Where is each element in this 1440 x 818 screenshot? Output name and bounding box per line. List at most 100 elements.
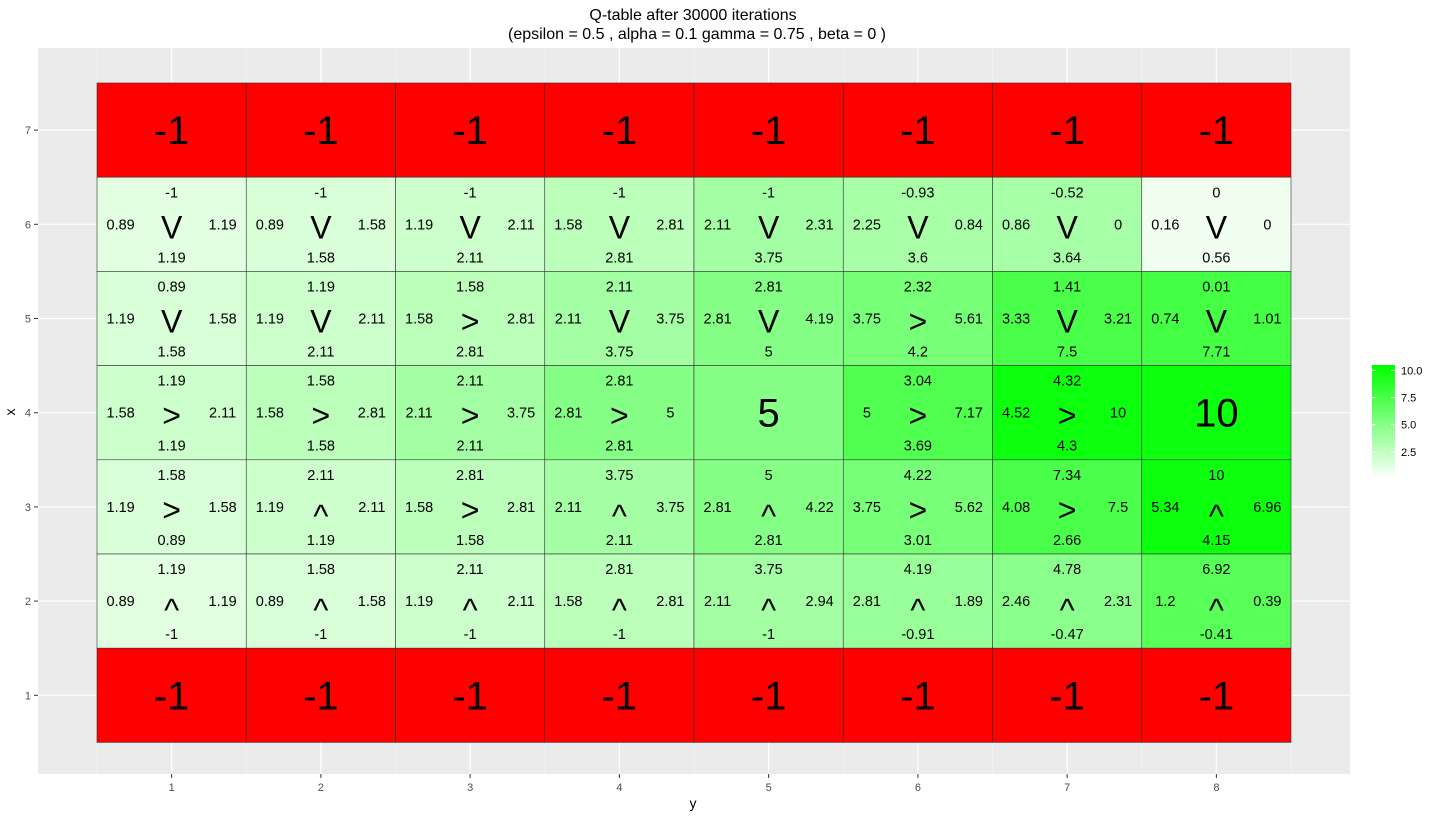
q-value-up: -0.93 bbox=[901, 185, 934, 201]
x-axis-tick-label: 1 bbox=[169, 782, 175, 794]
policy-arrow: ^ bbox=[1209, 498, 1224, 534]
q-value-up: 1.58 bbox=[307, 562, 335, 578]
q-value-down: 2.81 bbox=[755, 533, 783, 549]
q-value-down: 2.11 bbox=[606, 533, 633, 549]
x-axis-tick-label: 8 bbox=[1213, 782, 1219, 794]
y-axis-tick-label: 7 bbox=[25, 125, 31, 137]
policy-arrow: > bbox=[312, 398, 331, 434]
q-value-right: 2.81 bbox=[507, 500, 535, 516]
q-value-right: 2.81 bbox=[656, 594, 684, 610]
policy-arrow: V bbox=[907, 209, 929, 245]
y-axis-tick-label: 1 bbox=[25, 690, 31, 702]
q-cell: 2.81 1.58 1.58 2.81 > bbox=[395, 459, 546, 555]
q-value-left: 0.86 bbox=[1002, 217, 1030, 233]
q-value-down: 0.89 bbox=[158, 533, 186, 549]
cell-value-label: -1 bbox=[303, 109, 339, 153]
legend-tick-label: 10.0 bbox=[1401, 365, 1422, 377]
policy-arrow: V bbox=[1056, 304, 1078, 340]
q-value-right: 2.11 bbox=[209, 406, 236, 422]
policy-arrow: V bbox=[310, 209, 332, 245]
q-cell: 6.92 -0.41 1.2 0.39 ^ bbox=[1141, 553, 1292, 649]
q-value-left: 2.25 bbox=[853, 217, 881, 233]
q-cell: 10 bbox=[1141, 365, 1292, 461]
q-cell: 4.32 4.3 4.52 10 > bbox=[992, 365, 1143, 461]
q-value-right: 2.94 bbox=[806, 594, 834, 610]
cell-tile bbox=[96, 176, 247, 272]
q-value-left: 0.74 bbox=[1151, 312, 1179, 328]
q-value-down: 2.11 bbox=[307, 345, 334, 361]
cell-tile bbox=[992, 553, 1143, 649]
q-value-down: -1 bbox=[314, 627, 327, 643]
policy-arrow: V bbox=[310, 304, 332, 340]
q-value-up: 1.19 bbox=[158, 562, 186, 578]
x-axis-title: y bbox=[690, 795, 697, 811]
q-value-left: 3.75 bbox=[853, 312, 881, 328]
q-value-down: 3.64 bbox=[1053, 250, 1081, 266]
q-value-right: 0.39 bbox=[1253, 594, 1281, 610]
q-cell: -0.52 3.64 0.86 0 V bbox=[992, 176, 1143, 272]
q-value-up: 1.58 bbox=[158, 468, 186, 484]
cell-tile bbox=[842, 271, 993, 366]
q-value-right: 5.61 bbox=[955, 312, 983, 328]
q-cell: 1.58 1.58 1.58 2.81 > bbox=[245, 365, 396, 461]
chart-title-line1: Q-table after 30000 iterations bbox=[589, 7, 796, 24]
q-value-down: 2.81 bbox=[605, 250, 633, 266]
cell-tile bbox=[842, 82, 993, 178]
cell-tile bbox=[1141, 647, 1292, 743]
q-cell: 2.81 2.81 2.81 5 > bbox=[544, 365, 695, 461]
q-value-right: 2.11 bbox=[358, 312, 385, 328]
q-value-left: 1.58 bbox=[107, 406, 135, 422]
policy-arrow: V bbox=[1206, 209, 1228, 245]
q-value-up: 2.81 bbox=[605, 374, 633, 390]
q-value-right: 1.58 bbox=[209, 500, 237, 516]
q-value-right: 2.81 bbox=[507, 312, 535, 328]
q-value-right: 2.11 bbox=[508, 217, 535, 233]
policy-arrow: ^ bbox=[910, 592, 925, 628]
q-value-right: 3.21 bbox=[1104, 312, 1132, 328]
cell-tile bbox=[693, 176, 844, 272]
cell-tile bbox=[544, 459, 695, 555]
q-value-down: 7.5 bbox=[1057, 345, 1077, 361]
q-value-left: 5.34 bbox=[1151, 500, 1179, 516]
q-value-left: 4.52 bbox=[1002, 406, 1030, 422]
q-value-left: 1.19 bbox=[405, 217, 433, 233]
q-cell: 4.19 -0.91 2.81 1.89 ^ bbox=[842, 553, 993, 649]
policy-arrow: > bbox=[461, 492, 480, 528]
q-cell: 3.75 2.11 2.11 3.75 ^ bbox=[544, 459, 695, 555]
q-value-right: 2.81 bbox=[656, 217, 684, 233]
cell-tile bbox=[544, 365, 695, 461]
q-value-left: 1.58 bbox=[554, 217, 582, 233]
q-cell: 2.32 4.2 3.75 5.61 > bbox=[842, 271, 993, 366]
cell-tile bbox=[1141, 271, 1292, 366]
cell-tile bbox=[1141, 553, 1292, 649]
q-cell: 2.11 2.11 2.11 3.75 > bbox=[395, 365, 546, 461]
q-value-up: 10 bbox=[1208, 468, 1224, 484]
q-value-up: 2.32 bbox=[904, 280, 932, 296]
q-cell: -1 2.11 1.19 2.11 V bbox=[395, 176, 546, 272]
cell-tile bbox=[693, 647, 844, 743]
q-value-left: 0.16 bbox=[1151, 217, 1179, 233]
cell-tile bbox=[1141, 82, 1292, 178]
q-value-up: 0.01 bbox=[1202, 280, 1230, 296]
q-cell: 1.19 1.19 1.58 2.11 > bbox=[96, 365, 247, 461]
q-value-right: 0 bbox=[1114, 217, 1122, 233]
q-value-left: 2.81 bbox=[704, 500, 732, 516]
q-cell: -1 bbox=[96, 647, 247, 743]
cell-tile bbox=[245, 553, 396, 649]
q-value-right: 3.75 bbox=[656, 312, 684, 328]
policy-arrow: > bbox=[610, 398, 629, 434]
q-value-right: 2.31 bbox=[806, 217, 834, 233]
q-value-down: 2.11 bbox=[457, 439, 484, 455]
cell-tile bbox=[245, 82, 396, 178]
cell-tile bbox=[693, 82, 844, 178]
q-value-up: 6.92 bbox=[1202, 562, 1230, 578]
q-value-down: 1.19 bbox=[158, 250, 186, 266]
q-value-down: 1.58 bbox=[158, 345, 186, 361]
y-axis-tick-label: 5 bbox=[25, 314, 31, 326]
q-value-down: 2.81 bbox=[456, 345, 484, 361]
q-value-up: 3.75 bbox=[605, 468, 633, 484]
x-axis-tick-label: 4 bbox=[616, 782, 622, 794]
legend-colorbar bbox=[1372, 365, 1395, 479]
cell-tile bbox=[245, 459, 396, 555]
q-cell: -1 bbox=[544, 647, 695, 743]
